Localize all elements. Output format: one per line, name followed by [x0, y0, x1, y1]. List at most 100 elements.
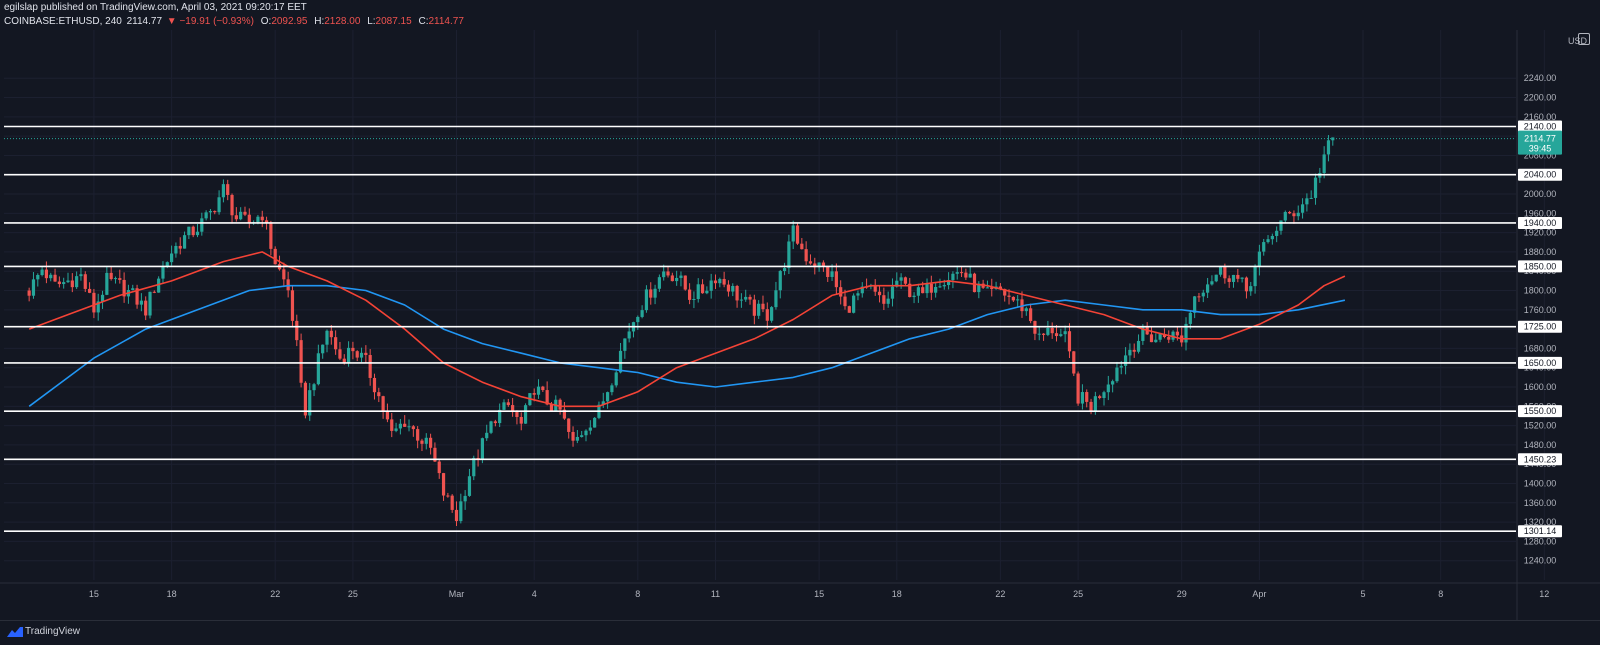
time-tick-label: 15 [814, 589, 824, 599]
candle-body [247, 214, 251, 224]
moving-average-fast-line [28, 251, 1346, 408]
candle-body [70, 280, 74, 288]
candle-body [454, 509, 459, 522]
candle-body [890, 286, 895, 299]
candle-body [536, 386, 541, 395]
candle-body [264, 220, 269, 223]
candle-body [696, 284, 700, 300]
candle-body [243, 211, 247, 215]
candle-body [437, 461, 441, 474]
candle-body [506, 402, 510, 406]
candle-body [571, 431, 575, 441]
candle-body [666, 271, 670, 276]
candle-body [610, 385, 614, 393]
candle-body [170, 253, 174, 263]
price-tick-label: 2000.00 [1524, 189, 1557, 199]
level-price-tag [1518, 260, 1562, 273]
candle-body [230, 194, 234, 216]
candle-body [1270, 235, 1274, 240]
price-tick-label: 1360.00 [1524, 498, 1557, 508]
candle-body [403, 423, 407, 427]
candle-body [688, 289, 692, 300]
candle-body [316, 353, 320, 385]
close-label: C: [418, 16, 429, 27]
candle-body [627, 331, 631, 339]
candle-body [1020, 299, 1024, 312]
candle-body [959, 272, 964, 274]
candle-body [161, 266, 165, 279]
candle-body [847, 306, 851, 313]
candle-body [217, 197, 221, 213]
candle-body [1050, 327, 1054, 334]
symbol-name[interactable]: COINBASE:ETHUSD, 240 [4, 16, 122, 27]
candle-body [584, 430, 588, 436]
candle-body [916, 287, 920, 296]
candle-body [480, 438, 484, 460]
candle-body [787, 241, 791, 269]
candle-body [726, 284, 731, 292]
candle-body [1218, 266, 1223, 275]
candle-body [502, 402, 506, 410]
candle-body [44, 269, 49, 279]
level-price-tag [1518, 120, 1562, 133]
candle-body [700, 284, 705, 294]
candle-body [804, 249, 808, 262]
candle-body [239, 211, 243, 220]
candle-body [131, 288, 135, 291]
candle-body [208, 211, 213, 213]
level-price-label: 1650.00 [1524, 358, 1557, 368]
candle-body [813, 263, 817, 268]
candle-body [774, 290, 778, 308]
candle-body [618, 350, 623, 373]
candle-body [498, 409, 502, 424]
price-tick-label: 1280.00 [1524, 536, 1557, 546]
candle-body [942, 285, 946, 287]
candle-body [36, 274, 40, 280]
candle-body [990, 287, 994, 290]
time-tick-label: 18 [892, 589, 902, 599]
candle-body [744, 296, 748, 300]
candle-body [187, 226, 191, 236]
candle-body [1115, 367, 1119, 382]
candle-body [782, 268, 787, 272]
candle-body [62, 282, 66, 285]
candle-body [1024, 308, 1028, 312]
candle-body [886, 298, 890, 304]
candle-body [623, 338, 627, 351]
candle-body [839, 287, 843, 297]
candle-body [200, 218, 204, 232]
time-tick-label: 22 [995, 589, 1005, 599]
candle-body [567, 418, 571, 432]
candle-body [800, 243, 804, 250]
candle-body [601, 401, 605, 405]
candle-body [929, 283, 933, 293]
candle-body [312, 384, 316, 391]
candle-body [1296, 212, 1300, 217]
price-tick-label: 2200.00 [1524, 93, 1557, 103]
candle-body [303, 382, 308, 416]
candle-body [951, 273, 955, 281]
expand-icon[interactable] [1578, 33, 1590, 45]
candle-body [1158, 334, 1162, 340]
candle-body [407, 426, 411, 428]
candle-body [260, 216, 264, 221]
price-chart[interactable]: 1240.001280.001320.001360.001400.001440.… [0, 0, 1600, 620]
candle-body [683, 275, 687, 290]
time-tick-label: 25 [348, 589, 358, 599]
candle-body [912, 295, 916, 298]
candle-body [1076, 373, 1080, 404]
candle-body [938, 286, 942, 288]
candle-body [1016, 299, 1020, 301]
candle-body [256, 216, 260, 223]
candle-body [1227, 278, 1231, 282]
candle-body [148, 291, 152, 316]
candle-body [1331, 137, 1335, 141]
time-tick-label: 15 [89, 589, 99, 599]
level-price-label: 1550.00 [1524, 406, 1557, 416]
candle-body [653, 288, 657, 298]
candle-body [118, 278, 122, 280]
price-tick-label: 1520.00 [1524, 421, 1557, 431]
candle-body [390, 419, 394, 431]
candle-body [1037, 333, 1041, 335]
candle-body [459, 501, 463, 522]
